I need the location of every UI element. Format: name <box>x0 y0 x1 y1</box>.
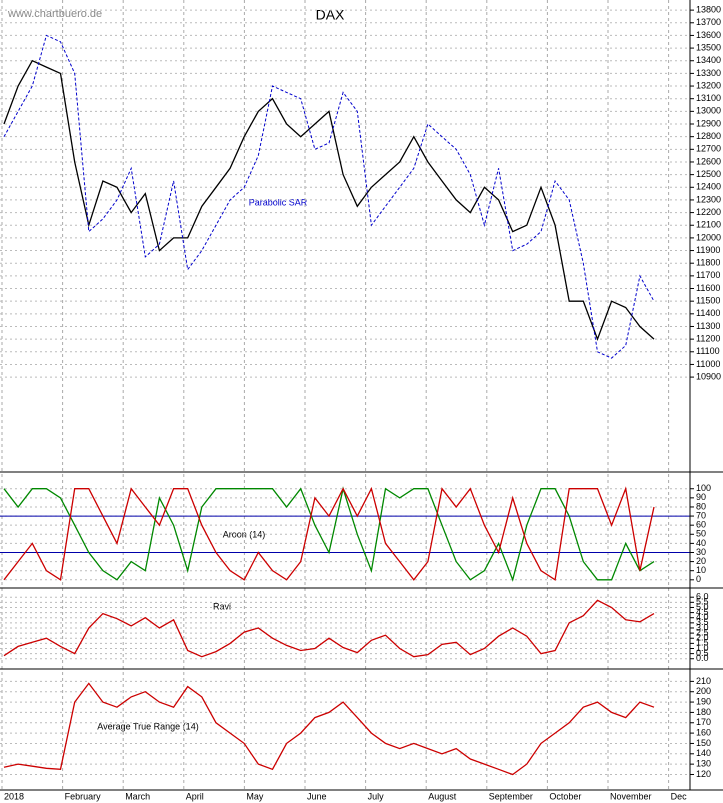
y-tick-label: 12400 <box>696 182 721 192</box>
y-tick-label: 4.0 <box>696 612 709 622</box>
y-tick-label: 4.5 <box>696 607 709 617</box>
y-tick-label: 12800 <box>696 131 721 141</box>
y-tick-label: 11400 <box>696 308 720 318</box>
y-tick-label: 13800 <box>696 4 721 14</box>
y-tick-label: 3.0 <box>696 622 709 632</box>
y-tick-label: 12000 <box>696 232 721 242</box>
y-tick-label: 140 <box>696 748 711 758</box>
series-line <box>3 486 655 582</box>
x-tick-label: September <box>489 791 533 801</box>
x-tick-label: May <box>246 791 264 801</box>
y-tick-label: 5.0 <box>696 602 709 612</box>
y-tick-label: 80 <box>696 501 706 511</box>
y-tick-label: 60 <box>696 520 706 530</box>
y-tick-label: 0.5 <box>696 648 709 658</box>
y-tick-label: 11500 <box>696 296 720 306</box>
x-tick-label: February <box>65 791 102 801</box>
x-tick-label: June <box>307 791 327 801</box>
y-tick-label: 12700 <box>696 144 721 154</box>
y-tick-label: 5.5 <box>696 597 709 607</box>
x-tick-label: March <box>125 791 150 801</box>
y-tick-label: 180 <box>696 707 711 717</box>
y-tick-label: 150 <box>696 738 711 748</box>
x-tick-label: Dec <box>671 791 688 801</box>
y-tick-label: 160 <box>696 727 711 737</box>
y-tick-label: 90 <box>696 492 706 502</box>
y-tick-label: 210 <box>696 676 711 686</box>
y-tick-label: 3.5 <box>696 617 709 627</box>
chart-title: DAX <box>316 7 345 23</box>
y-tick-label: 13700 <box>696 17 721 27</box>
series-label: Parabolic SAR <box>249 197 308 207</box>
y-tick-label: 12600 <box>696 156 721 166</box>
y-tick-label: 2.5 <box>696 627 709 637</box>
y-tick-label: 120 <box>696 769 711 779</box>
y-tick-label: 200 <box>696 686 711 696</box>
y-tick-label: 70 <box>696 510 706 520</box>
y-tick-label: 11700 <box>696 270 720 280</box>
series-line <box>3 486 655 581</box>
y-tick-label: 12100 <box>696 220 721 230</box>
y-tick-label: 30 <box>696 547 706 557</box>
x-tick-label: 2018 <box>4 791 24 801</box>
y-tick-label: 2.0 <box>696 633 709 643</box>
y-tick-label: 13400 <box>696 55 721 65</box>
y-tick-label: 13500 <box>696 42 721 52</box>
y-tick-label: 40 <box>696 538 706 548</box>
y-tick-label: 11800 <box>696 258 720 268</box>
y-tick-label: 11900 <box>696 245 720 255</box>
y-tick-label: 13100 <box>696 93 721 103</box>
panel-title: Average True Range (14) <box>97 721 198 731</box>
series-line <box>3 59 655 341</box>
watermark: www.chartbuero.de <box>7 8 102 20</box>
y-tick-label: 6.0 <box>696 592 709 602</box>
y-tick-label: 12500 <box>696 169 721 179</box>
y-tick-label: 10900 <box>696 371 721 381</box>
y-tick-label: 11000 <box>696 359 720 369</box>
y-tick-label: 11100 <box>696 346 720 356</box>
y-tick-label: 50 <box>696 529 706 539</box>
y-tick-label: 13200 <box>696 80 721 90</box>
x-tick-label: November <box>610 791 652 801</box>
y-tick-label: 170 <box>696 717 711 727</box>
y-tick-label: 11300 <box>696 321 720 331</box>
y-tick-label: 12200 <box>696 207 721 217</box>
y-tick-label: 12900 <box>696 118 721 128</box>
y-tick-label: 1.5 <box>696 638 709 648</box>
x-tick-label: October <box>549 791 581 801</box>
panel-title: Ravi <box>213 601 231 611</box>
y-tick-label: 13600 <box>696 30 721 40</box>
y-tick-label: 0 <box>696 574 701 584</box>
y-tick-label: 190 <box>696 696 711 706</box>
series-line <box>3 599 655 658</box>
y-tick-label: 11200 <box>696 334 720 344</box>
series-line <box>3 34 655 359</box>
y-tick-label: 13000 <box>696 106 721 116</box>
series-line <box>3 682 655 776</box>
y-tick-label: 13300 <box>696 68 721 78</box>
x-tick-label: April <box>186 791 204 801</box>
x-tick-label: July <box>368 791 385 801</box>
y-tick-label: 130 <box>696 759 711 769</box>
y-tick-label: 10 <box>696 565 706 575</box>
y-tick-label: 100 <box>696 483 711 493</box>
y-tick-label: 0.0 <box>696 653 709 663</box>
y-tick-label: 20 <box>696 556 706 566</box>
y-tick-label: 1.0 <box>696 643 709 653</box>
y-tick-label: 11600 <box>696 283 720 293</box>
x-tick-label: August <box>428 791 457 801</box>
y-tick-label: 12300 <box>696 194 721 204</box>
